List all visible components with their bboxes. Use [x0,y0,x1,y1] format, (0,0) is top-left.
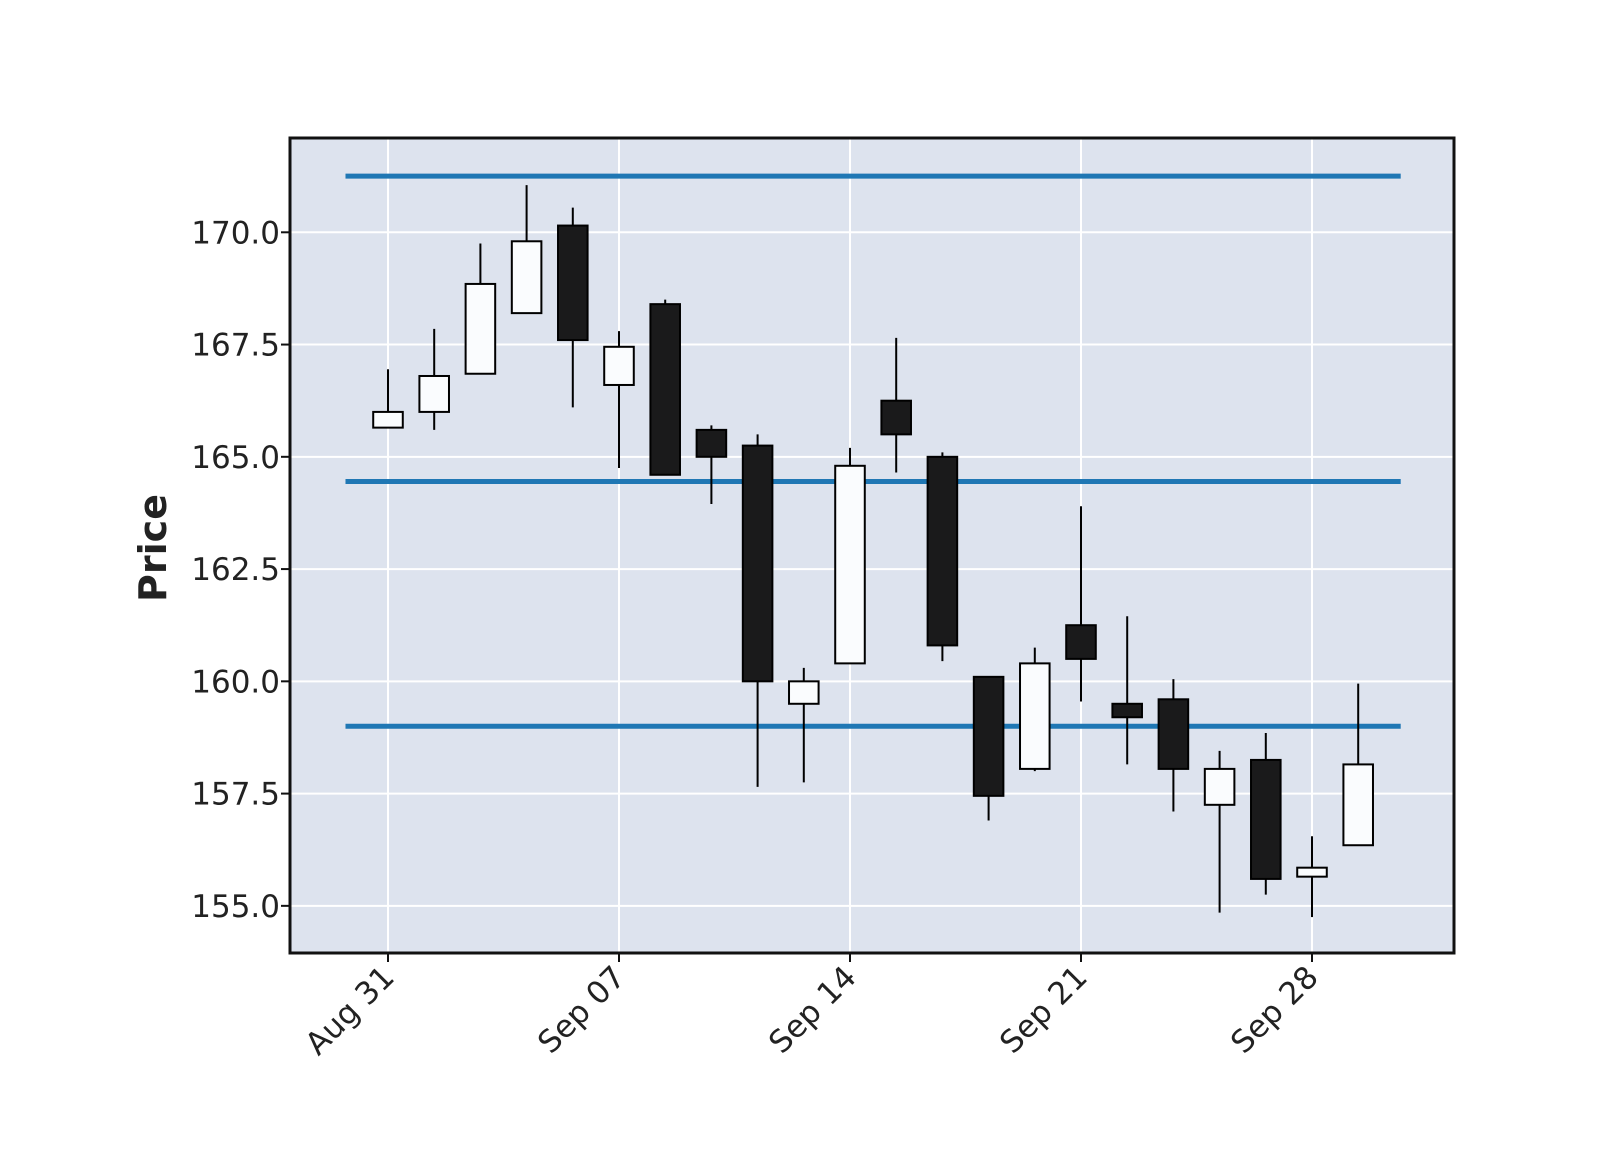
y-tick-label: 155.0 [191,889,280,925]
candle [1065,506,1097,702]
candle [1203,750,1236,913]
x-tick-label: Aug 31 [299,959,402,1062]
candle [418,328,450,430]
candle-body [972,675,1005,797]
candle-body [926,455,959,647]
y-tick-label: 157.5 [191,777,280,813]
candle [1250,732,1282,895]
candle [464,243,497,375]
candle [1019,647,1051,772]
candle-body [464,282,497,375]
candle [788,667,820,783]
candle [1296,836,1328,918]
candle [1342,683,1374,847]
candle-body [372,410,404,429]
candle [372,369,404,429]
candle [926,452,959,662]
candle [557,207,589,408]
x-tick-label: Sep 14 [762,959,864,1061]
y-tick-label: 165.0 [191,440,280,476]
y-axis-label: Price [131,494,175,602]
candle [741,434,774,787]
candle-body [1019,662,1051,770]
y-tick-label: 162.5 [191,552,280,588]
candle [880,337,912,473]
candle [603,331,635,469]
candle-body [1157,698,1190,770]
candle-body [1342,763,1374,847]
candle-body [1296,866,1328,878]
y-tick-label: 167.5 [191,328,280,364]
x-tick-label: Sep 07 [531,959,633,1061]
candle-body [834,464,866,665]
y-tick-label: 170.0 [191,215,280,251]
candle-body [1250,758,1282,880]
candle-body [649,303,681,476]
candle [649,299,681,476]
y-tick-label: 160.0 [191,664,280,700]
candle [1157,679,1190,812]
candle [695,425,728,504]
x-tick-label: Sep 21 [993,959,1095,1061]
plot-frame [288,136,1456,955]
candle [1111,616,1143,765]
candle [972,675,1005,821]
horizontal-lines [345,173,1401,729]
candles [372,185,1374,918]
x-axis: Aug 31 Sep 07 Sep 14 Sep 21 Sep 28 [299,953,1326,1062]
candle-body [741,444,774,683]
candle-body [603,345,635,386]
candle-body [557,224,589,342]
x-tick-label: Sep 28 [1224,959,1326,1061]
candle-body [788,680,820,705]
candle-body [695,428,728,458]
candle-body [510,240,543,315]
candle-body [1203,767,1236,806]
candle [510,185,543,315]
candle-body [880,399,912,436]
y-axis: 155.0 157.5 160.0 162.5 165.0 167.5 170.0 [191,215,290,925]
candle-body [1111,702,1143,719]
candle-body [418,374,450,413]
candle [834,447,866,665]
candle-body [1065,624,1097,660]
